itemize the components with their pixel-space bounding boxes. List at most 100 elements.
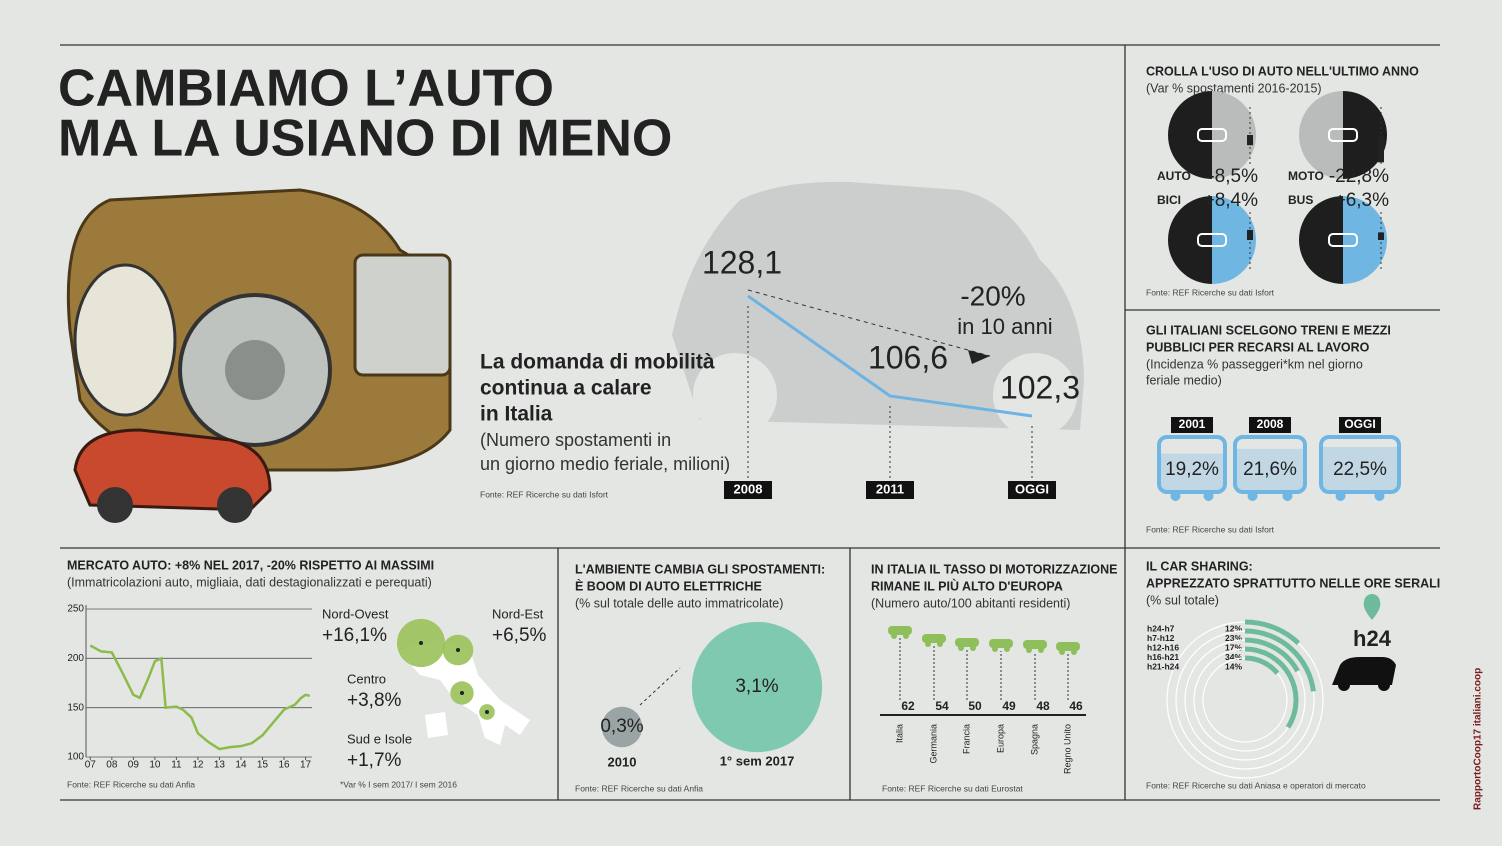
source: Fonte: REF Ricerche su dati Isfort (480, 489, 609, 499)
icon (1197, 233, 1227, 247)
value-label: 48 (1036, 699, 1050, 713)
panel-title: L'AMBIENTE CAMBIA GLI SPOSTAMENTI: (575, 562, 825, 576)
car-wheel (1026, 647, 1032, 653)
wheel (217, 487, 253, 523)
half-circle (1343, 196, 1387, 284)
bubble (691, 621, 823, 753)
wheel (97, 487, 133, 523)
line (747, 294, 1033, 418)
dot (485, 710, 489, 714)
y-tick-label: 200 (67, 653, 84, 664)
car-wheel (1378, 679, 1390, 691)
panel-title: CROLLA L'USO DI AUTO NELL'ULTIMO ANNO (1146, 64, 1419, 78)
category-box (1249, 417, 1291, 433)
x-tick-label: 14 (235, 760, 247, 771)
category-label: Germania (928, 724, 938, 764)
value-label: 49 (1002, 699, 1016, 713)
annotation: in 10 anni (957, 314, 1052, 339)
car-wheel (891, 633, 897, 639)
source: Fonte: REF Ricerche su dati Isfort (1146, 287, 1275, 297)
ring (1166, 621, 1324, 779)
source: Fonte: REF Ricerche su dati Aniasa e ope… (1146, 780, 1366, 790)
car-body (672, 181, 1084, 430)
category-label: 1° sem 2017 (720, 753, 795, 768)
x-tick-label: 11 (171, 760, 182, 771)
value-label: 12% (1225, 623, 1242, 633)
car-icon (888, 626, 912, 635)
half-circle (1212, 91, 1256, 179)
car-silhouette (672, 181, 1084, 437)
line (89, 644, 311, 751)
category-label: 2008 (1257, 417, 1284, 431)
fill-level (1237, 448, 1303, 492)
x-tick-label: 17 (300, 760, 312, 771)
dot (456, 648, 460, 652)
car-wheel (903, 633, 909, 639)
half-circle (1299, 91, 1343, 179)
wheel (693, 353, 777, 437)
panel-subtitle: (% sul totale delle auto immatricolate) (575, 596, 783, 610)
x-tick-label: 16 (278, 760, 290, 771)
car-icon (1332, 657, 1396, 685)
panel-subtitle: (Immatricolazioni auto, migliaia, dati d… (67, 575, 432, 589)
value-label: 23% (1225, 633, 1242, 643)
bus-wheel (1282, 491, 1293, 501)
wheel (993, 353, 1077, 437)
panel-subtitle: (Incidenza % passeggeri*km nel giorno (1146, 357, 1363, 371)
category-label: Francia (961, 724, 971, 754)
panel-title: PUBBLICI PER RECARSI AL LAVORO (1146, 340, 1370, 354)
value-label: -8,5% (1208, 166, 1258, 187)
category-label: 2010 (608, 754, 637, 769)
half-circle (1299, 196, 1343, 284)
illustration (66, 188, 452, 523)
category-label: Italia (894, 724, 904, 743)
value-label: 106,6 (868, 339, 948, 375)
main-title: CAMBIAMO L’AUTO (58, 60, 554, 118)
y-tick-label: 250 (67, 604, 84, 615)
category-label: 2001 (1179, 417, 1206, 431)
icon (1197, 128, 1227, 142)
car-wheel (958, 645, 964, 651)
half-circle (1212, 196, 1256, 284)
category-box (1171, 417, 1213, 433)
arc (1244, 619, 1301, 646)
car-wheel (1338, 679, 1350, 691)
change-bar (1247, 229, 1253, 240)
category-label: Regno Unito (1062, 724, 1072, 774)
category-label: BUS (1288, 193, 1313, 207)
panel-title: MERCATO AUTO: +8% NEL 2017, -20% RISPETT… (67, 558, 434, 572)
panel-subtitle: (Var % spostamenti 2016-2015) (1146, 81, 1322, 95)
x-tick-label: 09 (128, 760, 140, 771)
x-tick-label: 13 (214, 760, 226, 771)
value-label: 54 (935, 699, 949, 713)
panel-title: GLI ITALIANI SCELGONO TRENI E MEZZI (1146, 323, 1391, 337)
x-label: 2008 (734, 481, 763, 496)
region-label: Sud e Isole (347, 731, 412, 746)
man (73, 263, 177, 417)
region-label: Centro (347, 671, 386, 686)
panel-subtitle: (% sul totale) (1146, 593, 1219, 607)
half-circle (1343, 91, 1387, 179)
car-icon (1056, 642, 1080, 651)
arc (1244, 655, 1280, 675)
value-label: 3,1% (735, 676, 778, 697)
value-label: +8,4% (1204, 190, 1259, 211)
car-wheel (1038, 647, 1044, 653)
trend-pointer (747, 289, 991, 357)
category-label: MOTO (1288, 169, 1324, 183)
value-label: 46 (1069, 699, 1083, 713)
arc (1244, 637, 1300, 673)
pointer-hand (968, 350, 990, 364)
panel-title: IN ITALIA IL TASSO DI MOTORIZZAZIONE (871, 562, 1118, 576)
half-circle (1168, 91, 1212, 179)
category-label: Europa (995, 724, 1005, 753)
category-label: h21-h24 (1147, 661, 1179, 671)
car-icon (1023, 640, 1047, 649)
fill-level (1161, 453, 1223, 492)
car-wheel (925, 641, 931, 647)
arc (1244, 646, 1299, 729)
icon (1328, 128, 1358, 142)
value-label: 22,5% (1333, 459, 1387, 480)
change-bar (1378, 232, 1384, 240)
panel-title: È BOOM DI AUTO ELETTRICHE (575, 578, 762, 593)
